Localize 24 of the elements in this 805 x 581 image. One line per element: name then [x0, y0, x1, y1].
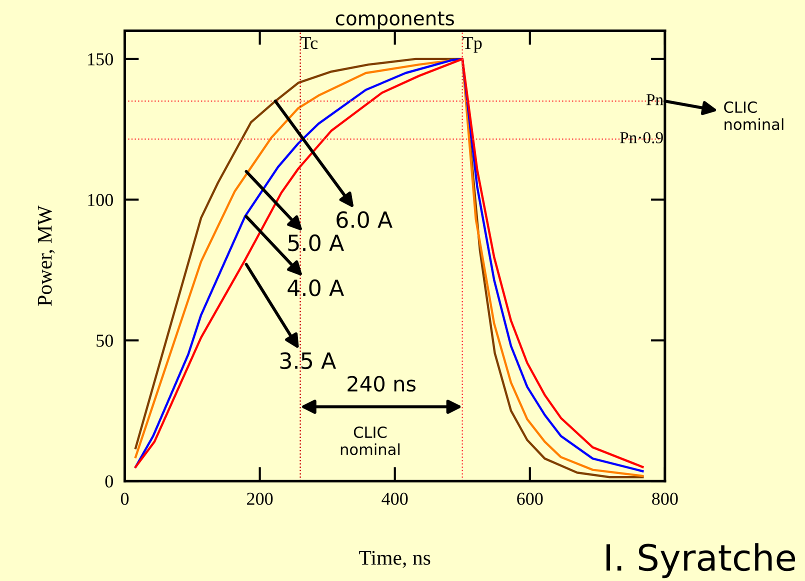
text: I. Syratche — [606, 543, 796, 578]
x-axis-title: Time, ns — [359, 550, 430, 568]
ref-line-label: Pn — [646, 94, 664, 106]
chart-title: components — [336, 12, 454, 30]
annotation: 4.0 A — [288, 279, 344, 296]
ref-line-label: Pn·0.9 — [620, 132, 663, 144]
annotation: 5.0 A — [288, 234, 344, 252]
annotation: CLIC nominal — [340, 426, 400, 456]
y-tick-label: 50 — [96, 334, 113, 347]
annotation: CLIC nominal — [724, 101, 784, 130]
annotation: 240 ns — [348, 376, 416, 392]
x-tick-label: 200 — [247, 492, 273, 505]
ref-line-label: Tc — [300, 37, 318, 50]
y-axis-title: Power, MW — [38, 205, 55, 306]
x-tick-label: 400 — [382, 492, 408, 505]
y-tick-label: 100 — [88, 194, 113, 206]
y-tick-label: 150 — [88, 53, 113, 66]
x-tick-label: 0 — [120, 492, 129, 505]
x-tick-label: 800 — [652, 492, 678, 505]
annotation: 6.0 A — [336, 211, 392, 228]
y-tick-label: 0 — [105, 475, 113, 488]
annotation: 3.5 A — [280, 352, 336, 370]
ref-line-label: Tp — [462, 37, 482, 53]
x-tick-label: 600 — [517, 492, 543, 505]
